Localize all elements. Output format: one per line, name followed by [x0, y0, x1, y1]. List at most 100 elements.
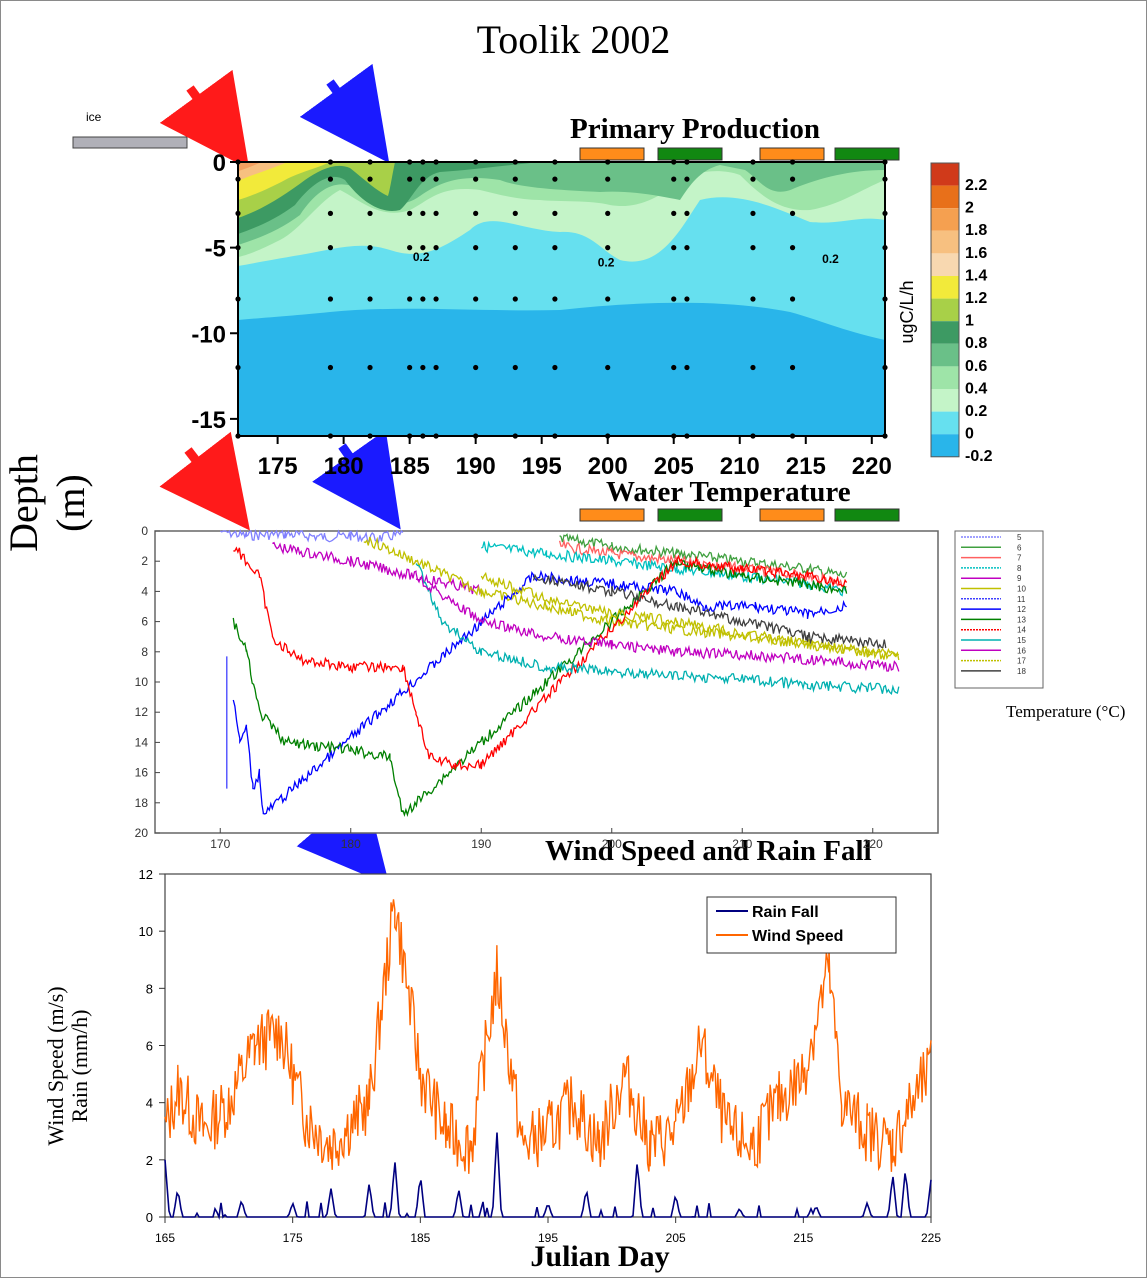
- sample-point: [407, 245, 413, 251]
- wt-x-tick-label: 210: [732, 837, 752, 851]
- sample-point: [235, 296, 241, 302]
- colorbar-level-label: 0.6: [965, 358, 987, 375]
- wt-series-line-15: [415, 563, 900, 696]
- period-bar-orange-1: [579, 147, 645, 161]
- colorbar-level-label: 2.2: [965, 177, 987, 194]
- wt-legend-label: 16: [1017, 646, 1026, 655]
- pp-x-tick-label: 190: [456, 453, 496, 480]
- sample-point: [552, 210, 558, 216]
- sample-point: [789, 433, 796, 439]
- wr-y-tick-label: 8: [146, 981, 153, 996]
- wt-series-line-14: [233, 546, 848, 772]
- sample-point: [750, 159, 756, 165]
- wt-legend-label: 17: [1017, 657, 1026, 666]
- colorbar-swatch: [931, 411, 959, 435]
- colorbar-swatch: [931, 321, 959, 344]
- period-bar-orange-2: [759, 147, 825, 161]
- period-bar-green-4: [834, 508, 900, 522]
- wt-legend-label: 15: [1017, 636, 1026, 645]
- colorbar-level-label: 1.2: [965, 290, 987, 307]
- sample-point: [235, 176, 241, 182]
- sample-point: [882, 176, 888, 182]
- sample-point: [433, 296, 439, 302]
- sample-point: [367, 296, 373, 302]
- colorbar-swatch: [931, 298, 959, 322]
- contour-label: 0.2: [822, 252, 839, 266]
- sample-point: [671, 176, 677, 182]
- sample-point: [433, 176, 439, 182]
- wr-x-tick-label: 215: [793, 1231, 813, 1245]
- wt-series-line-5: [219, 528, 404, 544]
- sample-point: [671, 245, 677, 251]
- sample-point: [433, 245, 439, 251]
- sample-point: [671, 159, 677, 165]
- wt-legend-label: 18: [1017, 667, 1026, 676]
- wr-x-tick-label: 165: [155, 1231, 175, 1245]
- sample-point: [512, 433, 518, 439]
- sample-point: [789, 176, 796, 182]
- period-bars-middle: [579, 508, 900, 522]
- sample-point: [235, 364, 241, 371]
- sample-point: [605, 210, 611, 216]
- contour-label: 0.2: [413, 250, 430, 264]
- colorbar-level-label: 1: [965, 313, 974, 330]
- sample-point: [367, 364, 373, 371]
- sample-point: [684, 296, 690, 302]
- wr-y-tick-label: 4: [146, 1096, 153, 1111]
- wr-y-tick-label: 12: [139, 867, 153, 882]
- wr-y-tick-label: 10: [139, 924, 153, 939]
- wt-legend-label: 5: [1017, 533, 1022, 542]
- period-bars-top: [579, 147, 900, 161]
- figure-title: Toolik 2002: [476, 17, 671, 62]
- sample-point: [789, 210, 796, 216]
- sample-point: [605, 176, 611, 182]
- wr-y-tick-label: 6: [146, 1039, 153, 1054]
- sample-point: [235, 210, 241, 216]
- pp-x-tick-label: 205: [654, 453, 694, 480]
- colorbar-level-label: 0: [965, 426, 974, 443]
- wt-x-tick-label: 190: [471, 837, 491, 851]
- sample-point: [684, 210, 690, 216]
- pp-y-tick-label: -5: [205, 236, 226, 263]
- wind-rain-series: [164, 899, 932, 1220]
- sample-point: [552, 433, 558, 439]
- sample-point: [327, 176, 334, 182]
- julian-day-label: Julian Day: [530, 1240, 670, 1273]
- wind-rain-axes: 0 2 4 6 8 10 12 165 175 185 195 205 215 225: [139, 867, 942, 1245]
- colorbar-level-label: -0.2: [965, 448, 993, 465]
- sample-point: [605, 364, 611, 371]
- primary-production-axes: 175 180 185 190 195 200 205 210 215 220 0 -5 -10 -15: [191, 150, 892, 480]
- sample-point: [684, 159, 690, 165]
- sample-point: [512, 364, 518, 371]
- sample-point: [367, 433, 373, 439]
- sample-point: [605, 245, 611, 251]
- sample-point: [671, 364, 677, 371]
- wr-legend-label: Rain Fall: [752, 904, 819, 921]
- water-temperature-title: Water Temperature: [606, 476, 851, 508]
- colorbar-level-label: 1.4: [965, 267, 987, 284]
- wt-y-tick-label: 14: [135, 735, 149, 749]
- wt-legend-label: 12: [1017, 605, 1026, 614]
- contour-labels: 0.2 0.2 0.2: [413, 250, 839, 269]
- sample-point: [420, 245, 426, 251]
- wt-y-tick-label: 6: [141, 615, 148, 629]
- sample-point: [407, 176, 413, 182]
- colorbar-level-label: 0.8: [965, 335, 987, 352]
- sample-point: [789, 296, 796, 302]
- colorbar-level-label: 2: [965, 200, 974, 217]
- sample-point: [407, 210, 413, 216]
- sample-point: [327, 245, 334, 251]
- sample-point: [420, 364, 426, 371]
- wt-x-tick-label: 200: [602, 837, 622, 851]
- wt-x-tick-label: 170: [210, 837, 230, 851]
- ice-label: ice: [86, 110, 102, 124]
- sample-point: [367, 159, 373, 165]
- wt-y-tick-label: 8: [141, 645, 148, 659]
- sample-point: [882, 364, 888, 371]
- primary-production-contour: [238, 162, 885, 436]
- wt-legend-label: 6: [1017, 543, 1022, 552]
- sample-point: [882, 245, 888, 251]
- period-bar-green-2: [834, 147, 900, 161]
- wr-x-tick-label: 185: [410, 1231, 430, 1245]
